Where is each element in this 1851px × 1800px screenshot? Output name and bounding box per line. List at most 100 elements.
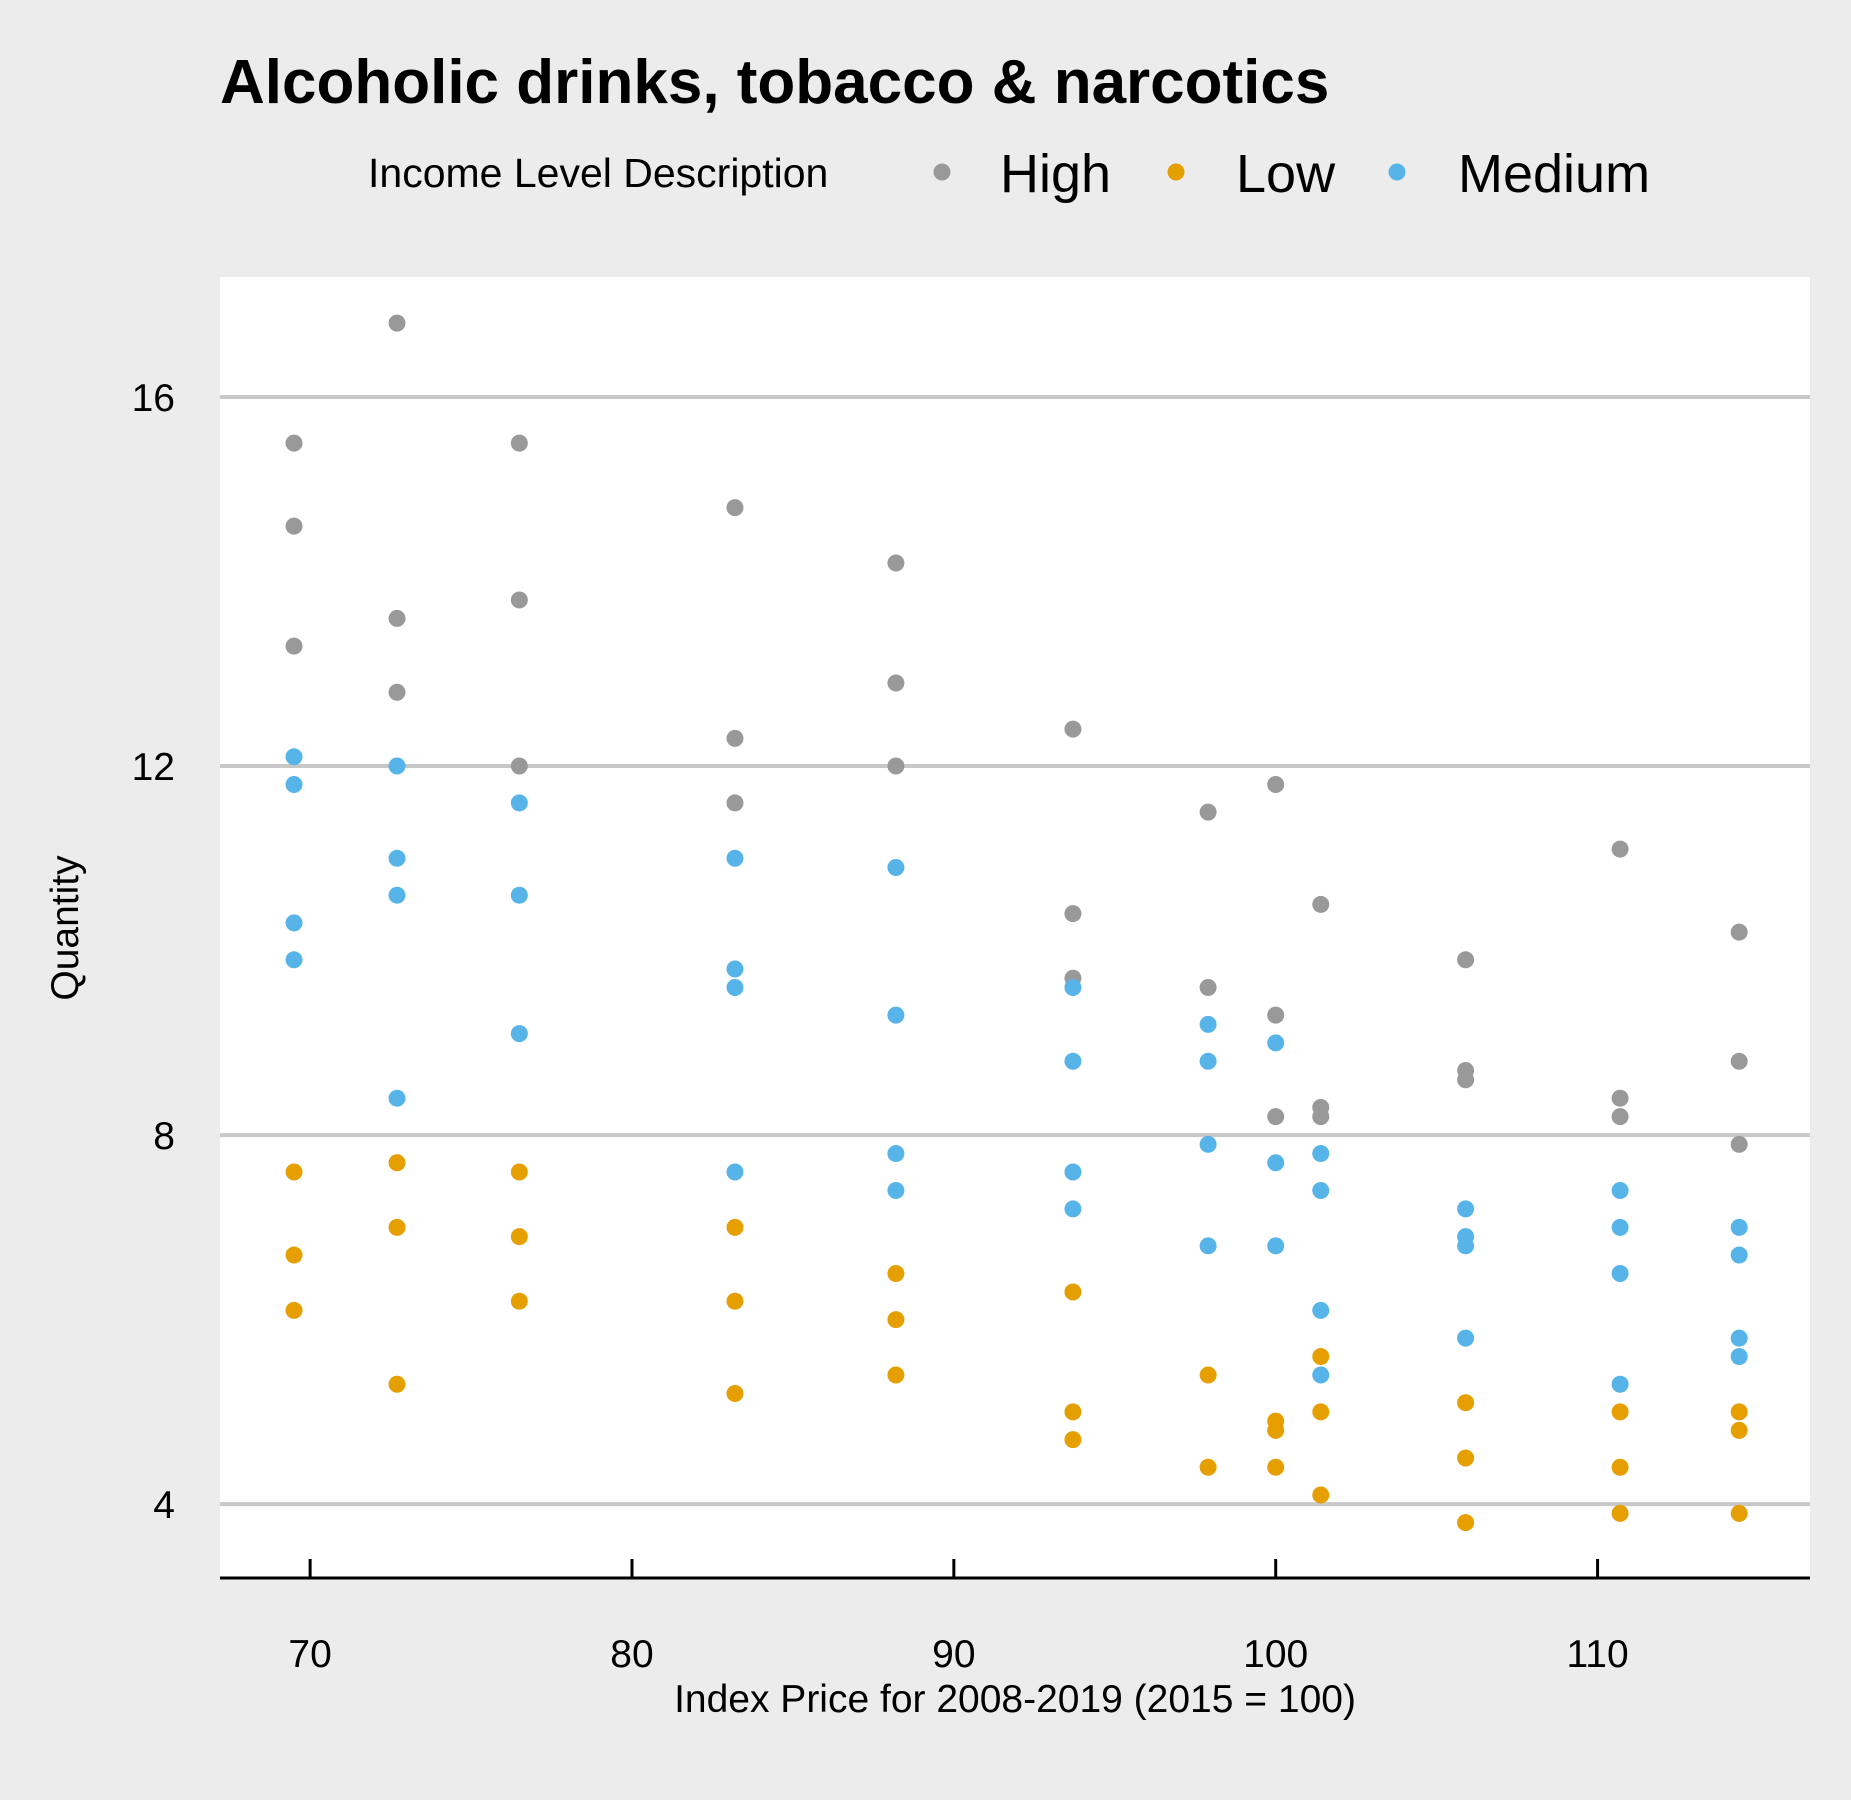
- point-medium: [1199, 1135, 1217, 1153]
- point-medium: [1064, 978, 1082, 996]
- point-low: [1267, 1458, 1285, 1476]
- point-high: [285, 434, 303, 452]
- point-low: [1267, 1421, 1285, 1439]
- point-medium: [285, 748, 303, 766]
- x-tick-label: 80: [610, 1633, 653, 1676]
- point-high: [388, 683, 406, 701]
- y-tick-label: 12: [132, 746, 175, 789]
- x-tick-label: 100: [1243, 1633, 1308, 1676]
- point-high: [1730, 1135, 1748, 1153]
- point-medium: [887, 1181, 905, 1199]
- point-high: [1611, 1108, 1629, 1126]
- y-axis-ticks: 4 8 12 16: [132, 377, 175, 1527]
- x-tick-label: 70: [288, 1633, 331, 1676]
- point-high: [1267, 1006, 1285, 1024]
- point-medium: [887, 859, 905, 877]
- point-low: [726, 1218, 744, 1236]
- legend-items: High Low Medium: [933, 144, 1650, 204]
- point-high: [285, 637, 303, 655]
- point-high: [887, 674, 905, 692]
- point-medium: [1064, 1052, 1082, 1070]
- point-low: [1312, 1348, 1330, 1366]
- point-high: [726, 499, 744, 517]
- point-low: [1312, 1403, 1330, 1421]
- point-medium: [1199, 1237, 1217, 1255]
- point-low: [285, 1246, 303, 1264]
- point-high: [1312, 1108, 1330, 1126]
- point-medium: [388, 849, 406, 867]
- x-tick-label: 110: [1566, 1633, 1628, 1676]
- point-high: [1457, 1071, 1475, 1089]
- point-low: [1199, 1366, 1217, 1384]
- point-low: [1064, 1283, 1082, 1301]
- point-high: [1730, 1052, 1748, 1070]
- point-medium: [726, 960, 744, 978]
- point-high: [510, 434, 528, 452]
- legend-label-high: High: [1000, 144, 1111, 204]
- point-medium: [1064, 1200, 1082, 1218]
- point-high: [1730, 923, 1748, 941]
- point-medium: [1199, 1052, 1217, 1070]
- x-tick-label: 90: [932, 1633, 975, 1676]
- plot-panel: [220, 277, 1810, 1578]
- point-low: [1457, 1449, 1475, 1467]
- point-low: [887, 1311, 905, 1329]
- data-points: [285, 314, 1748, 1532]
- point-high: [1064, 905, 1082, 923]
- point-high: [1457, 951, 1475, 969]
- point-medium: [1312, 1301, 1330, 1319]
- point-high: [1312, 895, 1330, 913]
- point-low: [285, 1301, 303, 1319]
- point-medium: [510, 1025, 528, 1043]
- point-medium: [285, 951, 303, 969]
- point-low: [510, 1163, 528, 1181]
- legend-label-medium: Medium: [1458, 144, 1650, 204]
- point-low: [388, 1218, 406, 1236]
- point-medium: [1199, 1015, 1217, 1033]
- point-high: [1611, 1089, 1629, 1107]
- point-medium: [726, 1163, 744, 1181]
- legend-label-low: Low: [1236, 144, 1336, 204]
- point-medium: [388, 1089, 406, 1107]
- point-low: [510, 1228, 528, 1246]
- point-medium: [1730, 1218, 1748, 1236]
- point-low: [1064, 1431, 1082, 1449]
- x-axis-ticks: 70 80 90 100 110: [288, 1559, 1629, 1676]
- point-medium: [726, 849, 744, 867]
- point-high: [388, 609, 406, 627]
- point-medium: [887, 1145, 905, 1163]
- point-medium: [388, 886, 406, 904]
- point-high: [285, 517, 303, 535]
- point-low: [285, 1163, 303, 1181]
- point-low: [1457, 1514, 1475, 1532]
- point-low: [1611, 1504, 1629, 1522]
- point-high: [887, 757, 905, 775]
- point-low: [726, 1384, 744, 1402]
- point-high: [510, 757, 528, 775]
- point-high: [510, 591, 528, 609]
- point-high: [1267, 775, 1285, 793]
- point-medium: [388, 757, 406, 775]
- point-high: [726, 729, 744, 747]
- point-medium: [510, 886, 528, 904]
- y-tick-label: 16: [132, 377, 175, 420]
- point-medium: [1730, 1329, 1748, 1347]
- legend-marker-high: [933, 163, 951, 181]
- point-high: [1267, 1108, 1285, 1126]
- point-high: [388, 314, 406, 332]
- point-low: [1457, 1394, 1475, 1412]
- point-low: [1312, 1486, 1330, 1504]
- point-medium: [285, 775, 303, 793]
- chart-title: Alcoholic drinks, tobacco & narcotics: [220, 48, 1329, 117]
- point-low: [388, 1154, 406, 1172]
- point-low: [1199, 1458, 1217, 1476]
- point-low: [1730, 1421, 1748, 1439]
- point-medium: [1267, 1154, 1285, 1172]
- point-medium: [1267, 1034, 1285, 1052]
- y-tick-label: 4: [153, 1484, 175, 1527]
- point-medium: [510, 794, 528, 812]
- x-axis-label: Index Price for 2008-2019 (2015 = 100): [674, 1678, 1356, 1721]
- point-high: [1199, 978, 1217, 996]
- point-high: [726, 794, 744, 812]
